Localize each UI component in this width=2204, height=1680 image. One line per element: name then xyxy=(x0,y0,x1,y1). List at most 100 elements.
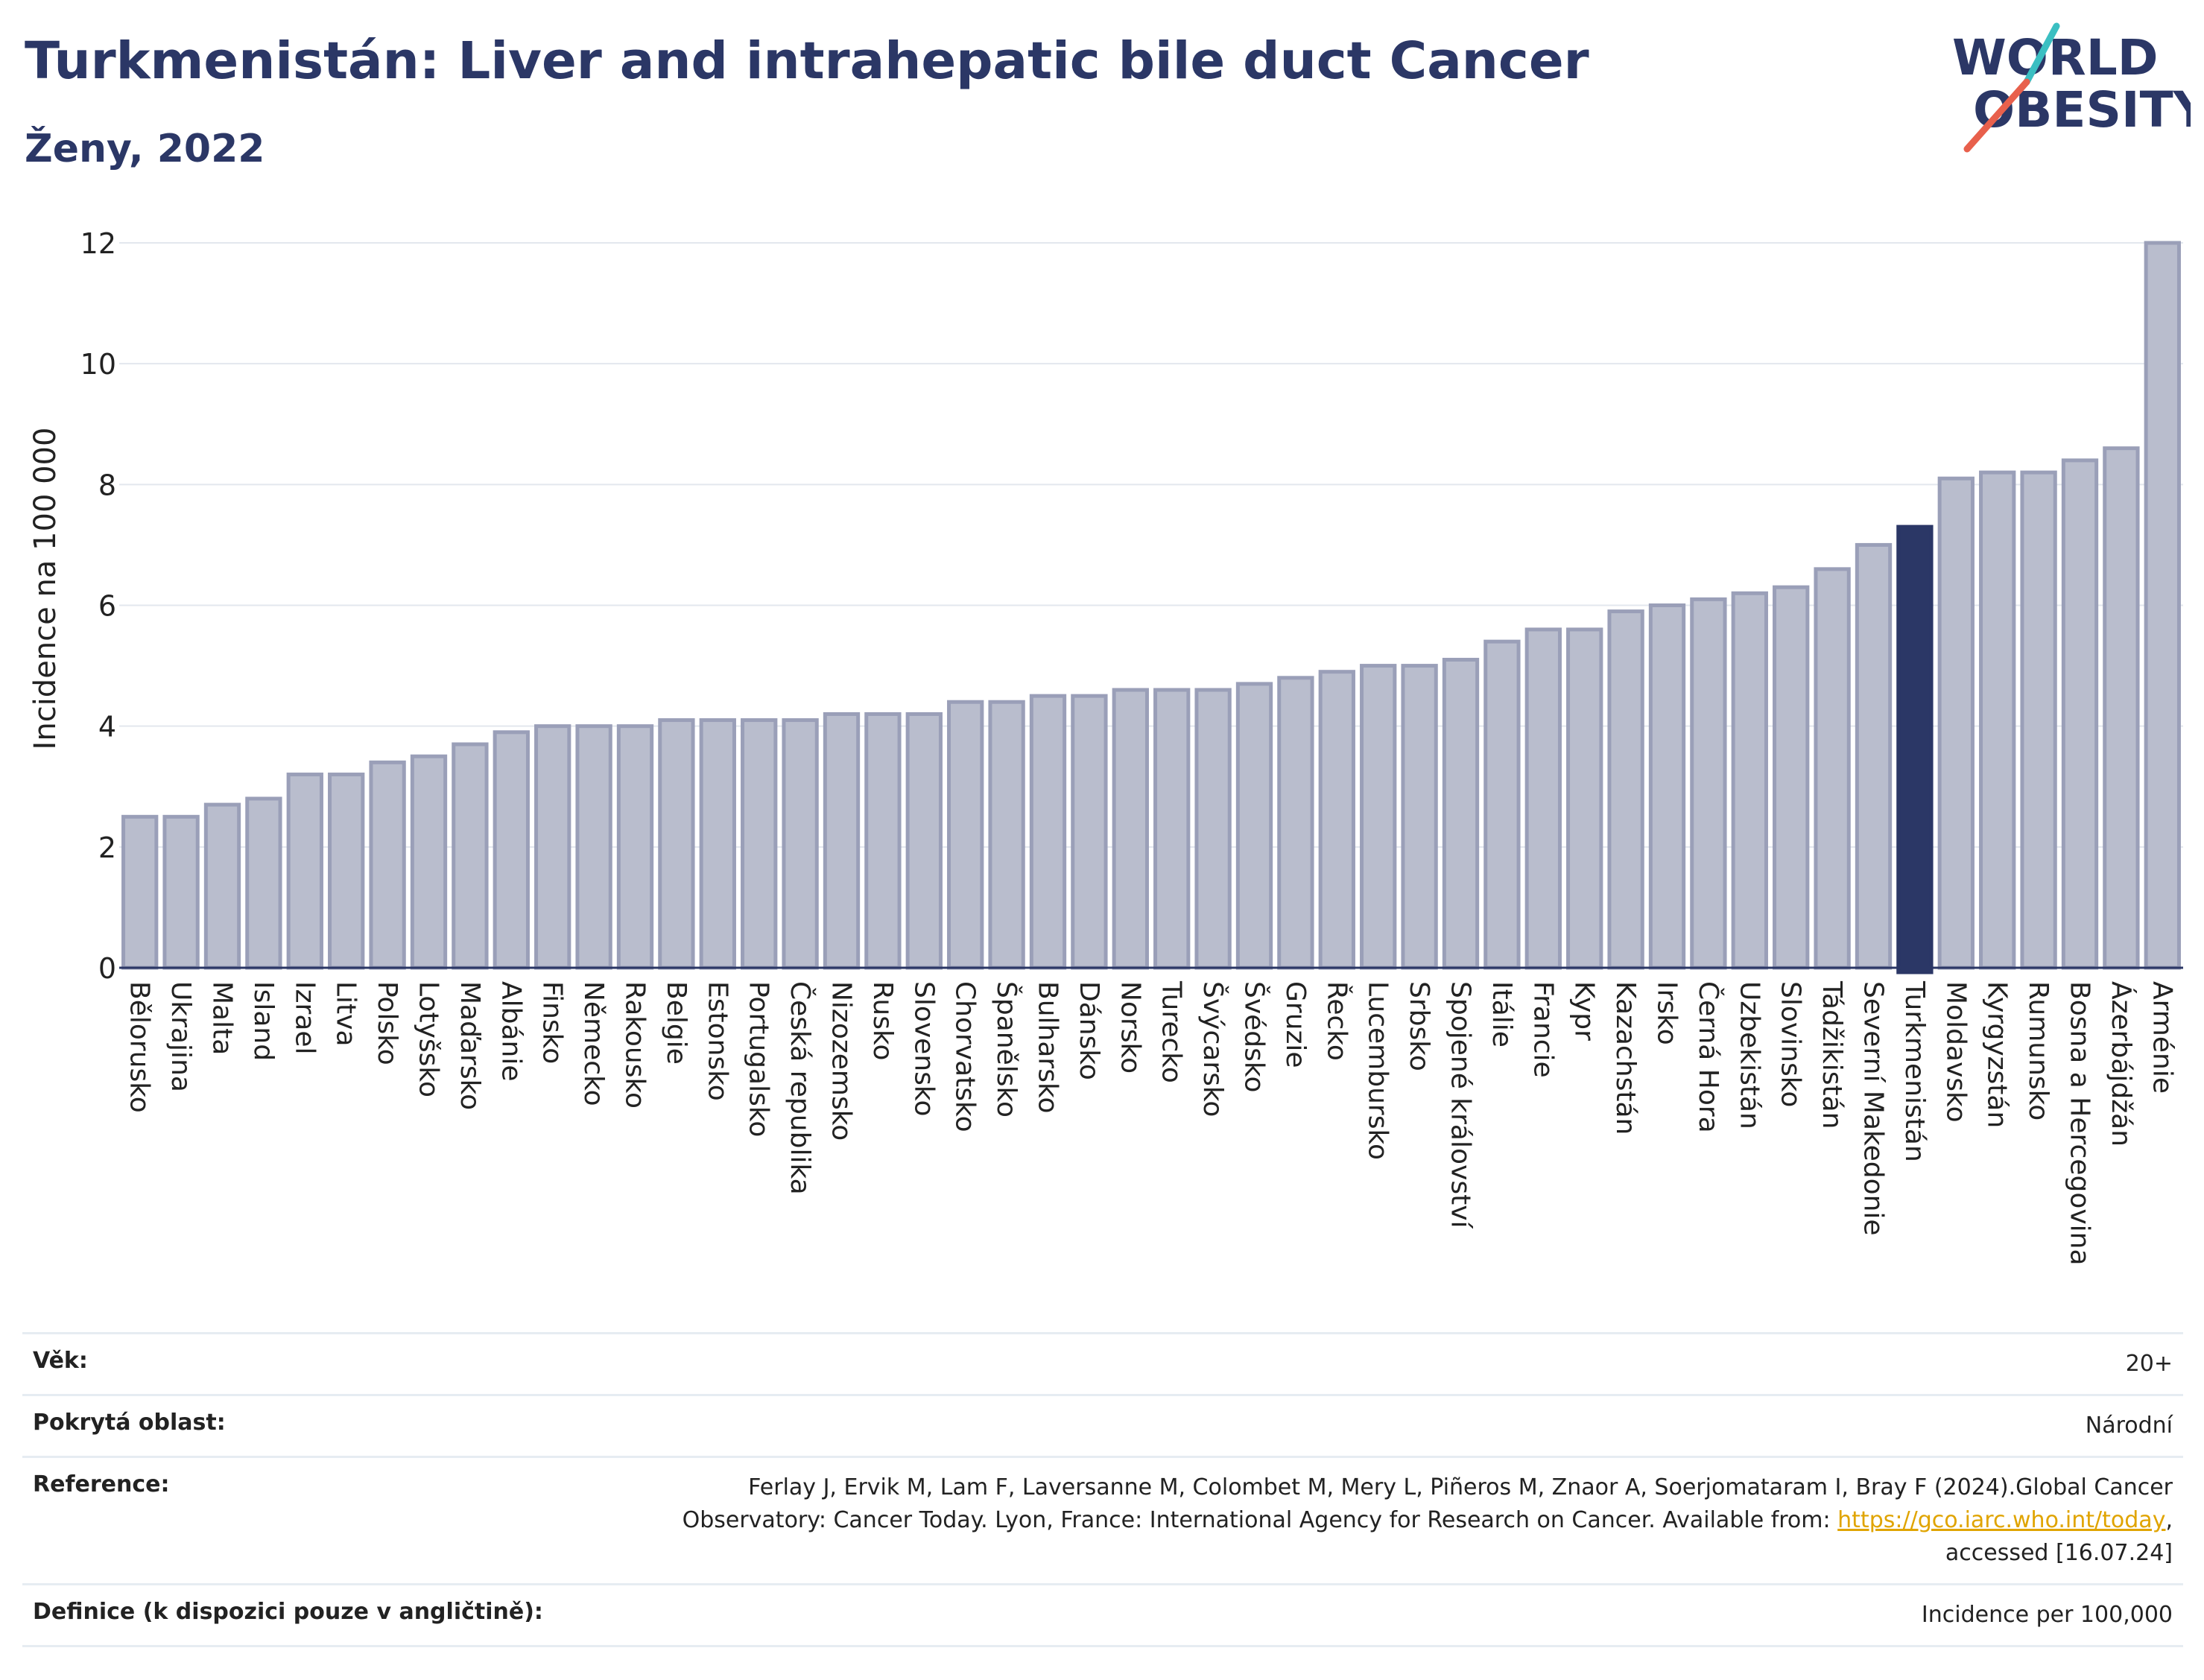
x-tick-label: Tádžikistán xyxy=(1817,980,1847,1129)
x-tick-label: Švédsko xyxy=(1239,981,1270,1093)
bar-Rakousko[interactable] xyxy=(616,724,654,970)
x-tick-label: Turkmenistán xyxy=(1899,980,1930,1162)
bar-Turkmenistán[interactable] xyxy=(1896,524,1934,974)
bar-Dánsko[interactable] xyxy=(1071,694,1108,970)
x-tick-label: Švýcarsko xyxy=(1197,981,1229,1117)
reference-line3: accessed [16.07.24] xyxy=(1945,1540,2173,1566)
x-tick-label: Chorvatsko xyxy=(950,981,981,1132)
x-tick-label: Izrael xyxy=(289,981,320,1055)
bar-Švýcarsko[interactable] xyxy=(1194,688,1232,970)
logo-slash-teal xyxy=(2023,22,2060,86)
bar-Lotyšsko[interactable] xyxy=(410,754,448,970)
bar-Srbsko[interactable] xyxy=(1401,664,1438,970)
info-row-area: Pokrytá oblast: Národní xyxy=(22,1394,2183,1456)
bar-Spojené království[interactable] xyxy=(1442,657,1480,970)
bar-Švédsko[interactable] xyxy=(1235,682,1273,970)
bar-Bosna a Hercegovina[interactable] xyxy=(2061,458,2099,970)
x-tick-label: Bělorusko xyxy=(124,981,155,1113)
bar-Řecko[interactable] xyxy=(1318,670,1355,970)
bar-Malta[interactable] xyxy=(203,802,241,970)
bar-Rumunsko[interactable] xyxy=(2020,470,2057,970)
x-tick-label: Finsko xyxy=(537,981,568,1064)
info-table: Věk: 20+ Pokrytá oblast: Národní Referen… xyxy=(22,1332,2183,1647)
x-tick-label: Srbsko xyxy=(1404,981,1434,1071)
bar-Severní Makedonie[interactable] xyxy=(1855,542,1893,970)
x-tick-label: Gruzie xyxy=(1280,981,1311,1068)
x-tick-label: Island xyxy=(248,981,279,1061)
bar-Slovensko[interactable] xyxy=(905,711,943,970)
bar-Bělorusko[interactable] xyxy=(121,814,159,970)
bar-Kypr[interactable] xyxy=(1566,627,1603,970)
bar-Moldavsko[interactable] xyxy=(1937,476,1975,970)
x-tick-label: Norsko xyxy=(1115,981,1145,1074)
bar-Arménie[interactable] xyxy=(2144,241,2181,970)
x-tick-label: Lucembursko xyxy=(1363,981,1393,1160)
bar-Estonsko[interactable] xyxy=(699,718,736,970)
bar-Izrael[interactable] xyxy=(286,773,323,970)
bar-Litva[interactable] xyxy=(328,773,365,970)
bar-Albánie[interactable] xyxy=(493,730,530,970)
bar-Chorvatsko[interactable] xyxy=(947,700,984,970)
bar-Island[interactable] xyxy=(245,796,282,970)
x-tick-label: Severní Makedonie xyxy=(1858,981,1889,1236)
bar-Turecko[interactable] xyxy=(1153,688,1191,970)
bar-Česká republika[interactable] xyxy=(782,718,819,970)
bar-Uzbekistán[interactable] xyxy=(1731,591,1768,970)
x-tick-label: Španělsko xyxy=(991,981,1022,1118)
bar-Nizozemsko[interactable] xyxy=(823,711,861,970)
x-tick-label: Itálie xyxy=(1486,981,1517,1047)
x-tick-label: Francie xyxy=(1527,981,1558,1078)
reference-link[interactable]: https://gco.iarc.who.int/today xyxy=(1837,1507,2166,1533)
info-row-definition: Definice (k dispozici pouze v angličtině… xyxy=(22,1583,2183,1647)
bar-Belgie[interactable] xyxy=(658,718,695,970)
x-tick-label: Spojené království xyxy=(1445,981,1476,1229)
x-tick-label: Kazachstán xyxy=(1610,981,1641,1135)
bar-Bulharsko[interactable] xyxy=(1029,694,1067,970)
x-tick-label: Uzbekistán xyxy=(1734,981,1764,1129)
x-tick-label: Slovensko xyxy=(908,981,939,1117)
x-tick-label: Ázerbájdžán xyxy=(2106,981,2137,1147)
bar-Kyrgyzstán[interactable] xyxy=(1979,470,2016,970)
x-tick-label: Řecko xyxy=(1321,981,1352,1061)
bar-Ázerbájdžán[interactable] xyxy=(2103,446,2140,970)
x-tick-label: Německo xyxy=(578,981,609,1106)
bar-Itálie[interactable] xyxy=(1483,639,1521,970)
bar-Francie[interactable] xyxy=(1524,627,1562,970)
bars xyxy=(121,241,2181,974)
bar-Norsko[interactable] xyxy=(1112,688,1149,970)
bar-Slovinsko[interactable] xyxy=(1773,585,1810,970)
y-tick-label: 4 xyxy=(98,711,116,744)
bar-Rusko[interactable] xyxy=(864,711,902,970)
logo-line2: OBESITY xyxy=(1973,81,2191,139)
bar-Maďarsko[interactable] xyxy=(452,742,489,970)
bar-Tádžikistán[interactable] xyxy=(1814,567,1851,970)
info-row-age: Věk: 20+ xyxy=(22,1332,2183,1394)
x-tick-label: Estonsko xyxy=(702,981,732,1101)
x-tick-label: Irsko xyxy=(1652,981,1682,1045)
bar-Ukrajina[interactable] xyxy=(162,814,200,970)
bar-Španělsko[interactable] xyxy=(988,700,1025,970)
x-tick-label: Portugalsko xyxy=(744,981,774,1137)
bar-Finsko[interactable] xyxy=(534,724,571,970)
reference-line2-suffix: , xyxy=(2165,1507,2173,1533)
x-tick-label: Černá Hora xyxy=(1693,981,1724,1133)
bar-Polsko[interactable] xyxy=(369,760,406,970)
bar-Černá Hora[interactable] xyxy=(1690,597,1727,970)
bar-Kazachstán[interactable] xyxy=(1607,609,1644,970)
bar-Irsko[interactable] xyxy=(1648,603,1686,970)
bar-Portugalsko[interactable] xyxy=(741,718,778,970)
x-tick-label: Rumunsko xyxy=(2023,981,2053,1120)
bar-Německo[interactable] xyxy=(575,724,612,970)
y-tick-label: 2 xyxy=(98,831,116,864)
x-tick-label: Rusko xyxy=(867,981,898,1061)
info-value-definition: Incidence per 100,000 xyxy=(1921,1602,2173,1628)
info-value-age: 20+ xyxy=(2125,1351,2173,1377)
bar-Gruzie[interactable] xyxy=(1277,676,1314,970)
reference-line1: Ferlay J, Ervik M, Lam F, Laversanne M, … xyxy=(748,1474,2173,1500)
bar-Lucembursko[interactable] xyxy=(1360,664,1397,970)
x-tick-label: Ukrajina xyxy=(165,981,196,1092)
y-tick-label: 0 xyxy=(98,952,116,985)
x-tick-label: Turecko xyxy=(1156,980,1187,1083)
x-tick-label: Rakousko xyxy=(620,981,650,1109)
x-tick-label: Kyrgyzstán xyxy=(1982,981,2013,1128)
